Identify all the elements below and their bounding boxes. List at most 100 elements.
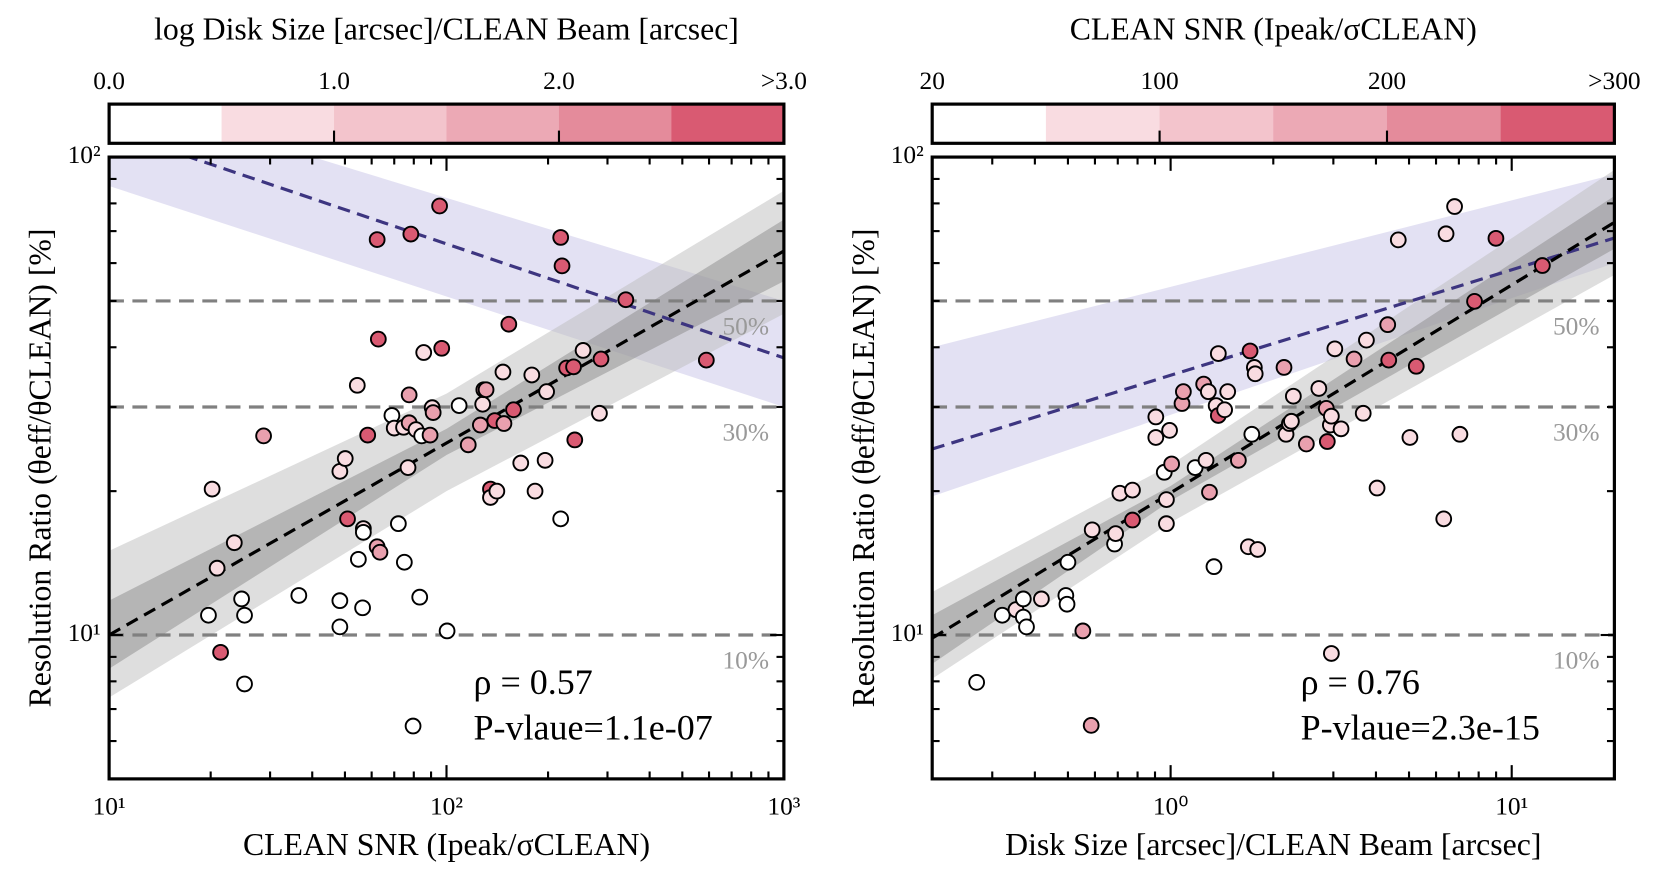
data-point: [993, 606, 1011, 624]
data-point: [477, 381, 495, 399]
data-point: [1033, 590, 1050, 608]
data-point: [1407, 357, 1425, 375]
data-point: [1487, 229, 1505, 247]
data-point: [450, 397, 468, 414]
colorbar-tick-label: 100: [1141, 67, 1179, 95]
data-point: [1209, 345, 1227, 362]
colorbar-tick-label: 200: [1368, 67, 1406, 95]
data-point: [565, 358, 582, 376]
data-point: [1437, 225, 1455, 243]
colorbar-tick-label: >3.0: [761, 67, 807, 95]
colorbar-tick-label: 20: [919, 67, 944, 95]
data-point: [474, 395, 492, 413]
colorbar-segment: [1500, 104, 1615, 144]
colorbar-segment: [1159, 104, 1274, 144]
data-point: [459, 436, 477, 454]
y-tick-label: 10¹: [891, 619, 924, 647]
colorbar-frame: [107, 102, 786, 145]
data-point: [1326, 340, 1344, 358]
data-point: [1249, 541, 1267, 558]
data-point: [536, 451, 554, 469]
data-point: [1163, 455, 1181, 473]
data-point: [1389, 231, 1407, 249]
data-point: [552, 510, 570, 528]
confidence-band: [932, 174, 1615, 497]
data-point: [1197, 451, 1215, 469]
colorbar-title: CLEAN SNR (Ipeak/σCLEAN): [1070, 11, 1477, 46]
data-point: [494, 363, 512, 381]
data-point: [415, 344, 433, 361]
data-point: [617, 291, 635, 309]
data-point: [1158, 491, 1175, 508]
data-point: [505, 401, 522, 419]
data-point: [471, 416, 489, 434]
data-point: [1083, 521, 1101, 539]
data-point: [523, 366, 541, 384]
data-point: [1216, 401, 1233, 419]
colorbar-segment: [334, 104, 448, 144]
data-point: [411, 588, 429, 606]
data-point: [488, 482, 506, 500]
data-point: [512, 454, 530, 472]
fit-line: [932, 221, 1615, 640]
data-point: [968, 674, 986, 691]
data-point: [1283, 412, 1300, 430]
reference-label: 30%: [722, 418, 769, 446]
data-point: [1243, 425, 1261, 443]
annotation: ρ = 0.76: [1301, 662, 1420, 702]
data-point: [1014, 590, 1032, 608]
annotation: P-vlaue=2.3e-15: [1301, 707, 1540, 747]
reference-label: 50%: [1553, 312, 1600, 340]
x-axis-label: Disk Size [arcsec]/CLEAN Beam [arcsec]: [1005, 827, 1541, 862]
data-point: [697, 351, 715, 369]
data-point: [1107, 525, 1125, 542]
data-point: [1241, 342, 1259, 360]
data-point: [1358, 331, 1375, 349]
data-point: [421, 426, 439, 444]
data-point: [1379, 316, 1397, 334]
colorbar-tick-label: 0.0: [93, 67, 125, 95]
data-point: [371, 543, 389, 561]
data-point: [359, 426, 377, 444]
data-point: [1161, 422, 1178, 439]
data-point: [208, 559, 226, 577]
data-point: [395, 553, 413, 571]
colorbar-segment: [558, 104, 672, 144]
colorbar-segment: [1273, 104, 1388, 144]
x-tick-label: 10⁰: [1153, 792, 1189, 820]
data-point: [336, 450, 354, 467]
reference-label: 50%: [722, 312, 769, 340]
y-tick-label: 10²: [68, 141, 101, 169]
colorbar-segment: [932, 104, 1047, 144]
data-point: [1322, 407, 1340, 425]
data-point: [212, 643, 229, 661]
data-point: [1284, 387, 1302, 405]
annotation: P-vlaue=1.1e-07: [473, 707, 712, 747]
data-point: [349, 550, 367, 568]
y-tick-label: 10¹: [68, 619, 101, 647]
data-point: [1466, 292, 1483, 310]
colorbar-segment: [446, 104, 560, 144]
data-point: [526, 482, 544, 500]
data-point: [1058, 595, 1076, 613]
data-point: [339, 510, 356, 528]
data-point: [495, 415, 513, 432]
data-point: [431, 197, 448, 215]
data-point: [1230, 451, 1247, 469]
data-point: [424, 404, 442, 421]
data-point: [1082, 717, 1100, 734]
data-point: [1318, 433, 1336, 450]
data-point: [1018, 618, 1035, 636]
data-point: [1158, 515, 1175, 533]
colorbar-title: log Disk Size [arcsec]/CLEAN Beam [arcse…: [154, 11, 739, 46]
x-axis-label: CLEAN SNR (Ipeak/σCLEAN): [243, 827, 650, 862]
colorbar-tick-label: 1.0: [318, 67, 350, 95]
data-point: [552, 229, 570, 246]
data-point: [1205, 558, 1223, 576]
data-point: [399, 459, 417, 476]
data-point: [1124, 481, 1141, 499]
data-point: [354, 523, 372, 541]
data-point: [1275, 359, 1293, 376]
data-point: [1074, 622, 1092, 640]
reference-label: 30%: [1553, 418, 1600, 446]
